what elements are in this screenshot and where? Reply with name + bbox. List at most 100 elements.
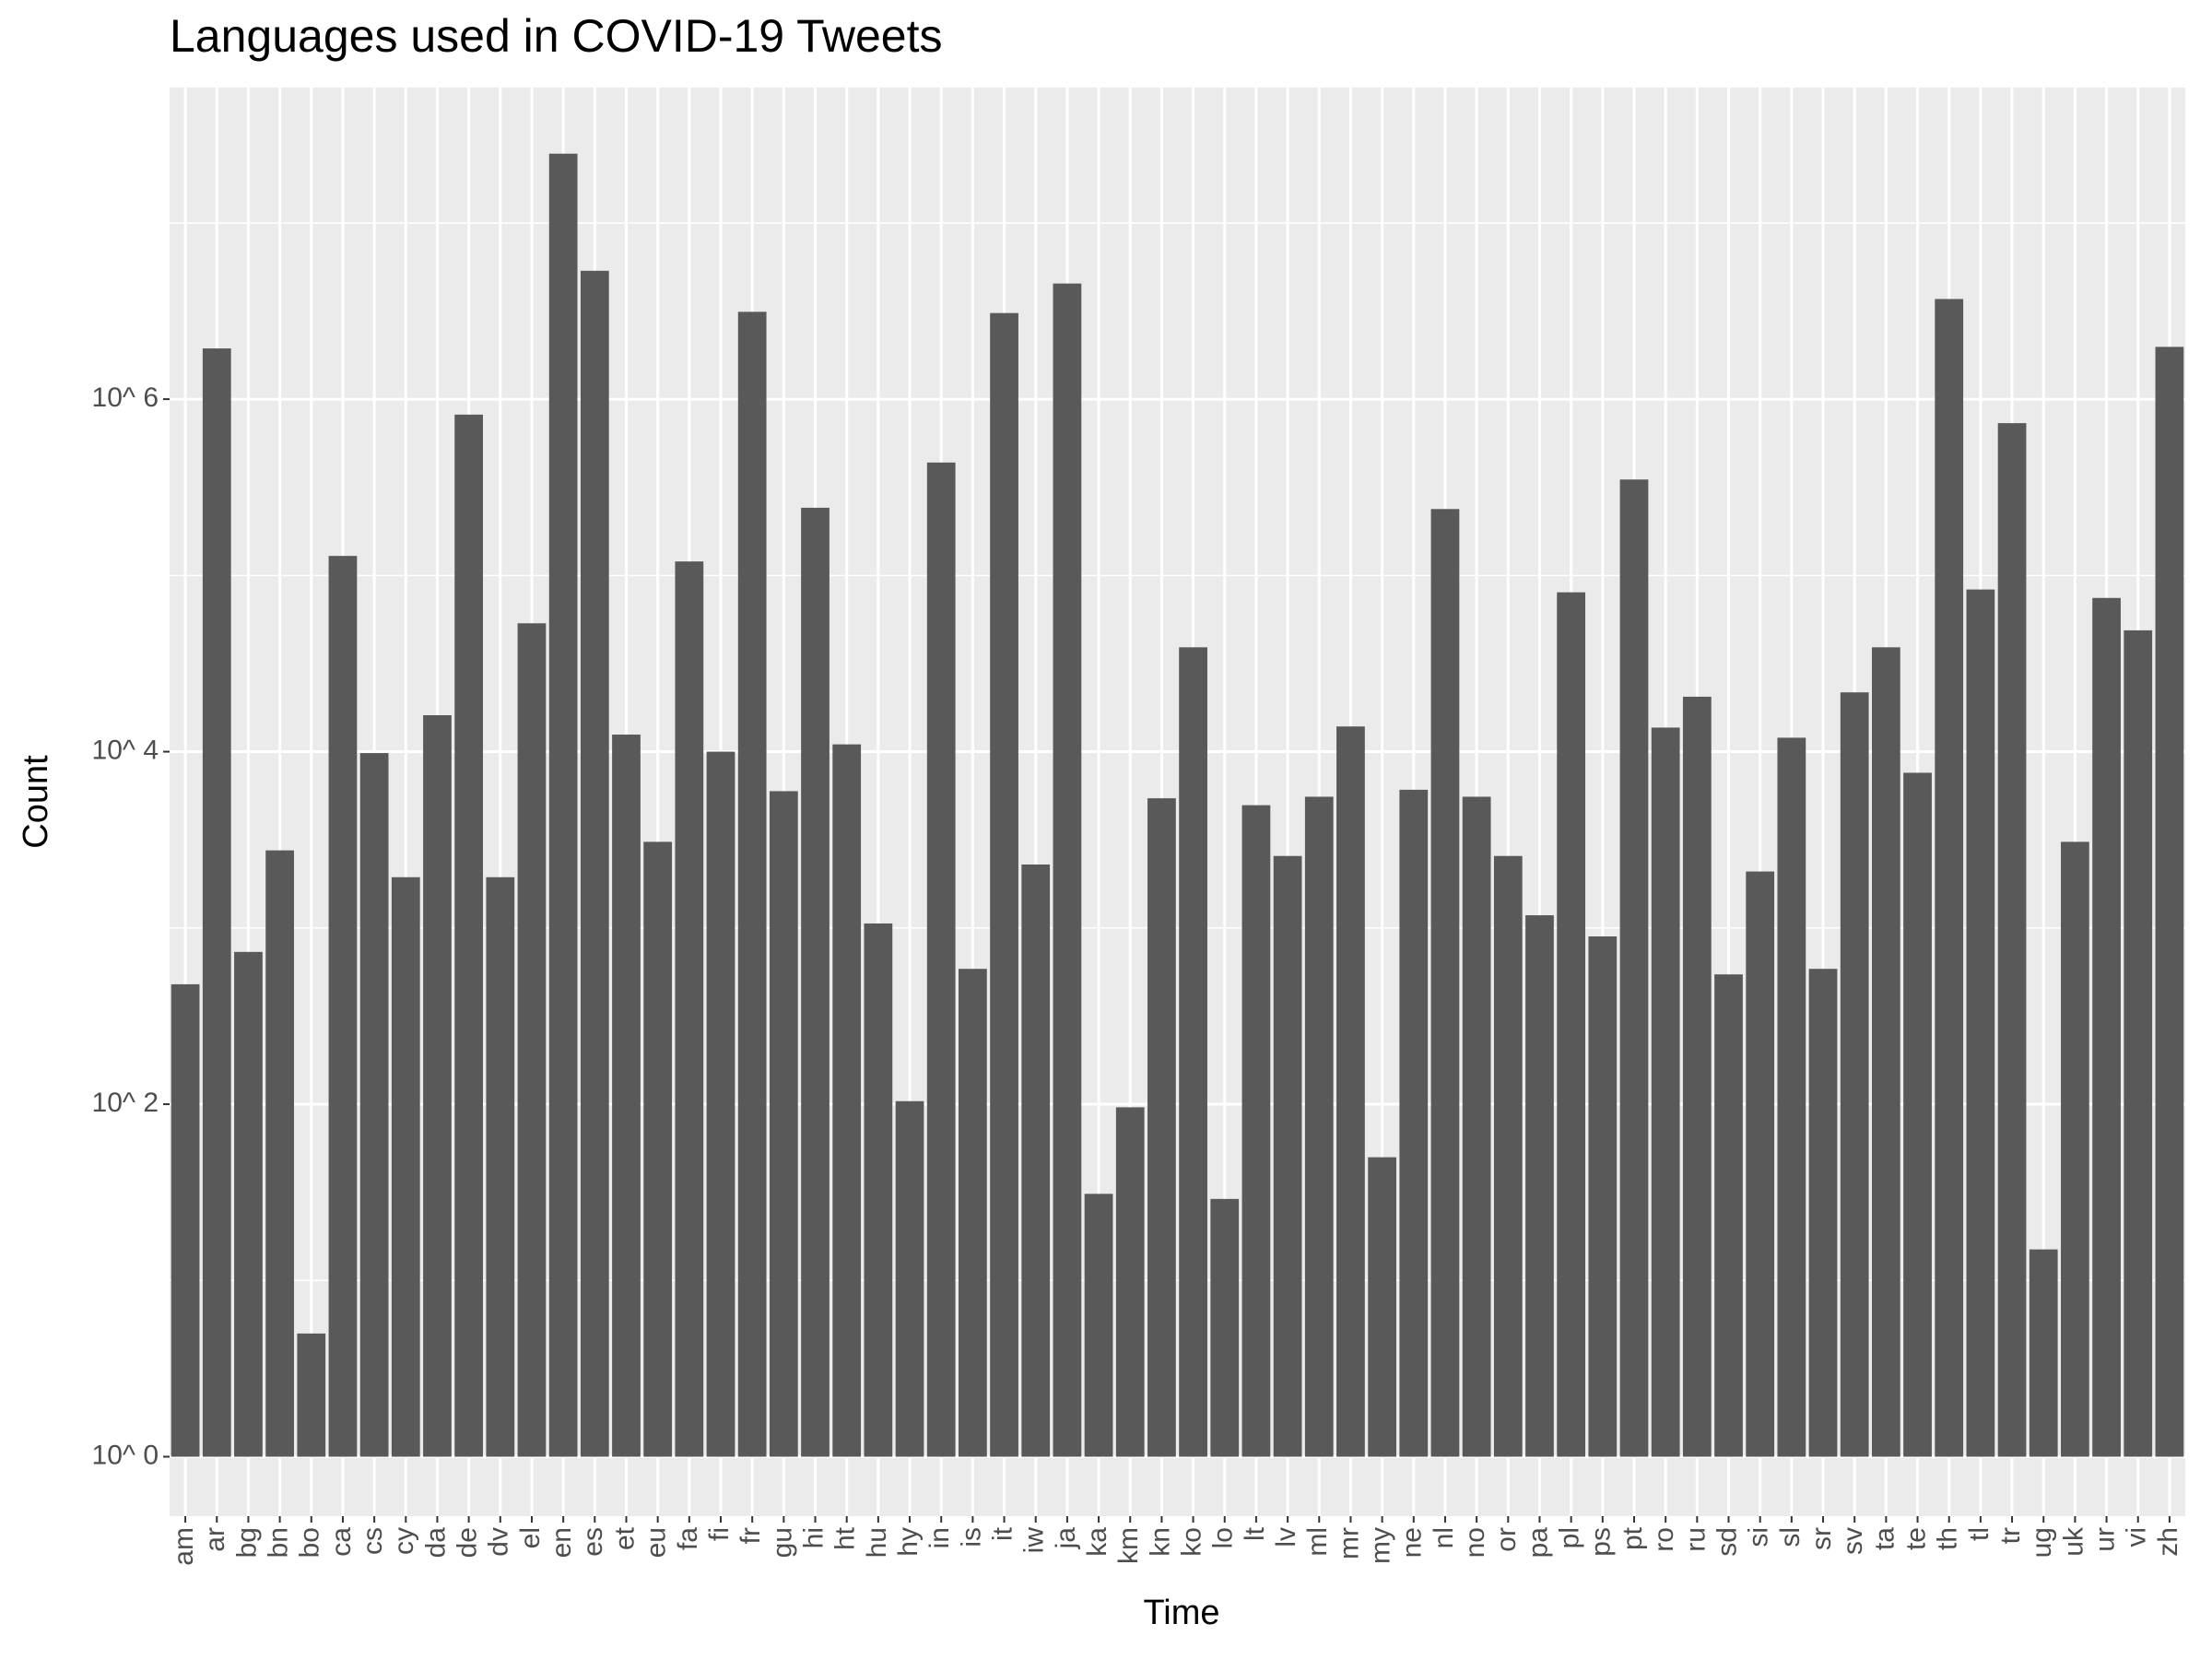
x-tick-label: ps <box>1586 1527 1617 1557</box>
bar <box>1179 647 1207 1457</box>
x-tick-label: ml <box>1302 1527 1333 1557</box>
bar <box>391 877 420 1457</box>
x-tick-label: sr <box>1806 1527 1837 1550</box>
x-tick-label: am <box>169 1527 199 1566</box>
x-tick-label: th <box>1933 1527 1963 1550</box>
bar <box>171 983 200 1457</box>
bar <box>548 153 578 1457</box>
bar <box>454 414 484 1457</box>
x-tick-label: pl <box>1555 1527 1585 1548</box>
x-tick-label: uk <box>2058 1526 2088 1557</box>
x-tick-label: fr <box>735 1527 766 1544</box>
bar <box>202 348 231 1457</box>
x-tick-label: my <box>1366 1527 1396 1564</box>
x-tick-label: ug <box>2027 1527 2057 1558</box>
x-tick-label: hy <box>893 1527 924 1557</box>
x-tick-label: no <box>1460 1527 1490 1558</box>
x-tick-label: lt <box>1240 1526 1270 1541</box>
x-tick-label: bo <box>295 1527 325 1558</box>
bar <box>769 791 798 1457</box>
bar <box>1462 796 1491 1457</box>
bar <box>1997 423 2027 1457</box>
x-tick-label: sd <box>1712 1527 1742 1557</box>
x-tick-label: ne <box>1397 1527 1428 1558</box>
x-tick-label: lv <box>1271 1527 1301 1547</box>
bar <box>1021 864 1051 1457</box>
bar <box>1840 692 1869 1457</box>
x-tick-label: te <box>1900 1527 1931 1550</box>
bar <box>1714 974 1743 1457</box>
x-tick-label: bg <box>231 1527 262 1558</box>
bar <box>1241 805 1271 1457</box>
bar <box>1399 789 1429 1457</box>
bar <box>2155 347 2184 1457</box>
bar <box>1588 936 1618 1457</box>
x-tick-label: cy <box>389 1527 419 1555</box>
bar <box>1871 647 1900 1457</box>
bar <box>1430 509 1460 1457</box>
bar <box>297 1333 326 1457</box>
x-tick-label: ru <box>1680 1527 1711 1552</box>
bar <box>1273 855 1302 1457</box>
x-tick-label: mr <box>1334 1527 1364 1559</box>
x-axis-title: Time <box>1143 1594 1219 1632</box>
y-tick-label: 10^ 0 <box>92 1440 159 1470</box>
bar <box>801 507 830 1457</box>
bar <box>1966 589 1995 1457</box>
bar <box>959 969 987 1457</box>
chart-title: Languages used in COVID-19 Tweets <box>170 10 942 62</box>
bar <box>1115 1107 1145 1457</box>
x-tick-label: in <box>924 1527 955 1548</box>
bar <box>2092 597 2121 1457</box>
x-tick-label: ta <box>1869 1527 1900 1550</box>
x-tick-label: el <box>515 1527 546 1548</box>
x-tick-label: sv <box>1838 1527 1868 1555</box>
bar <box>265 850 294 1457</box>
y-tick-label: 10^ 2 <box>92 1088 159 1118</box>
y-axis-title: Count <box>17 755 55 849</box>
bar <box>2029 1249 2058 1457</box>
bar <box>328 556 358 1457</box>
x-tick-label: zh <box>2153 1527 2183 1557</box>
x-tick-label: ka <box>1082 1527 1112 1557</box>
bar <box>926 462 956 1457</box>
x-tick-label: eu <box>641 1527 672 1558</box>
x-tick-label: da <box>420 1527 451 1559</box>
x-tick-label: pa <box>1523 1527 1553 1559</box>
bar <box>359 753 389 1457</box>
bar <box>1935 299 1964 1457</box>
x-tick-label: ro <box>1649 1527 1679 1552</box>
bar <box>1525 915 1554 1457</box>
bar <box>1053 283 1082 1457</box>
bar <box>737 312 767 1457</box>
x-tick-label: bn <box>264 1527 294 1558</box>
bar <box>1557 592 1586 1457</box>
bar <box>864 923 893 1457</box>
y-tick-label: 10^ 4 <box>92 735 159 765</box>
x-tick-label: vi <box>2122 1527 2152 1547</box>
x-tick-label: et <box>609 1526 640 1550</box>
x-tick-label: km <box>1113 1527 1144 1564</box>
bar <box>1336 726 1365 1457</box>
x-tick-label: ur <box>2089 1527 2120 1552</box>
x-tick-label: cs <box>358 1527 388 1555</box>
x-tick-label: it <box>987 1526 1018 1541</box>
bar <box>486 877 515 1457</box>
x-tick-label: nl <box>1429 1527 1459 1548</box>
x-tick-label: is <box>956 1527 986 1547</box>
bar <box>1682 696 1712 1457</box>
bar <box>895 1100 924 1457</box>
x-tick-label: ar <box>200 1527 230 1552</box>
x-tick-label: es <box>578 1527 608 1557</box>
x-tick-label: de <box>453 1527 483 1558</box>
bar <box>1084 1194 1113 1457</box>
bar <box>517 623 547 1457</box>
x-tick-label: fa <box>673 1527 703 1550</box>
bar <box>612 735 641 1457</box>
bar <box>1808 969 1838 1457</box>
x-tick-label: si <box>1744 1527 1774 1547</box>
x-tick-label: hu <box>862 1527 892 1558</box>
x-tick-label: ca <box>326 1527 357 1557</box>
x-tick-label: sl <box>1775 1527 1806 1547</box>
